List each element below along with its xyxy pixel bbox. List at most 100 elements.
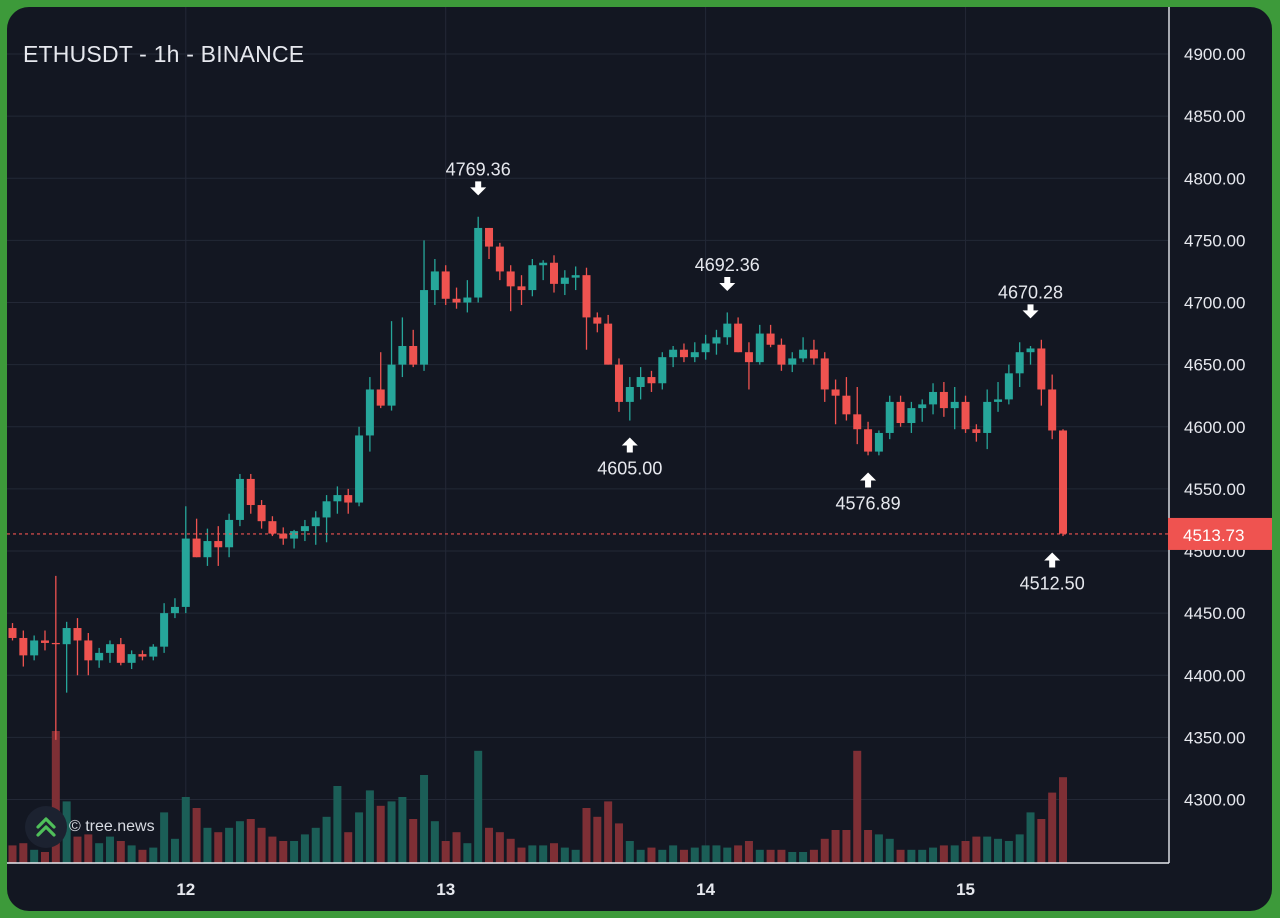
volume-bar	[712, 845, 721, 863]
candle-up	[322, 501, 331, 518]
candle-down	[409, 345, 418, 365]
volume-bar	[203, 827, 212, 863]
volume-bar	[994, 838, 1003, 863]
volume-bar	[62, 801, 71, 863]
candle-down	[246, 478, 255, 506]
volume-bar	[777, 849, 786, 863]
low-arrow-icon	[621, 437, 638, 453]
volume-bar	[452, 832, 461, 863]
volume-bar	[192, 808, 201, 863]
candle-up	[420, 290, 429, 365]
price-annotations: 4769.36 4605.00 4692.36 4576.89 4670.28 4512.…	[7, 159, 1168, 593]
volume-bar	[679, 849, 688, 863]
candle-down	[896, 401, 905, 424]
candle-down	[19, 637, 28, 656]
volume-bar	[853, 750, 862, 863]
candle-up	[235, 478, 244, 520]
candle-up	[170, 606, 179, 614]
volume-bar	[181, 797, 190, 863]
candle-down	[614, 364, 623, 402]
volume-bar	[788, 852, 797, 863]
candle-up	[799, 349, 808, 359]
candle-up	[571, 275, 580, 278]
candle-up	[929, 391, 938, 405]
candle-up	[430, 271, 439, 291]
candle-up	[387, 364, 396, 406]
volume-bar	[398, 797, 407, 863]
candle-up	[983, 401, 992, 433]
price-tick-label: 4750.00	[1184, 231, 1245, 250]
candle-up	[723, 323, 732, 338]
candle-up	[755, 333, 764, 363]
volume-bar	[517, 847, 526, 863]
time-axis[interactable]: 12 13 14 15	[7, 862, 1169, 899]
candle-down	[1048, 389, 1057, 431]
volume-bar	[896, 849, 905, 863]
candle-up	[95, 652, 104, 661]
volume-bar	[539, 845, 548, 863]
candle-down	[593, 317, 602, 324]
volume-bar	[51, 731, 60, 863]
time-tick-label: 15	[956, 880, 975, 899]
volume-bar	[1037, 819, 1046, 863]
volume-bar	[625, 841, 634, 863]
volume-bar	[604, 801, 613, 863]
volume-bar	[560, 847, 569, 863]
volume-bar	[593, 816, 602, 863]
candle-up	[669, 349, 678, 358]
high-price-label: 4769.36	[446, 159, 511, 179]
chart-panel: 4769.36 4605.00 4692.36 4576.89 4670.28 4512.…	[7, 7, 1272, 911]
candle-up	[625, 386, 634, 402]
candle-up	[290, 531, 299, 539]
price-axis[interactable]: 4300.004350.004400.004450.004500.004550.…	[1168, 7, 1272, 863]
candle-down	[604, 323, 613, 365]
volume-bar	[1015, 834, 1024, 863]
volume-bar	[138, 849, 147, 863]
candle-up	[160, 613, 169, 647]
candle-up	[539, 262, 548, 266]
volume-bar	[885, 838, 894, 863]
volume-bar	[950, 845, 959, 863]
volume-bar	[95, 843, 104, 863]
price-tick-label: 4600.00	[1184, 418, 1245, 437]
candlestick-chart[interactable]: 4769.36 4605.00 4692.36 4576.89 4670.28 4512.…	[7, 7, 1272, 911]
volume-bar	[40, 852, 49, 863]
candle-down	[51, 642, 60, 645]
volume-bar	[463, 843, 472, 863]
volume-bar	[647, 847, 656, 863]
volume-bar	[311, 827, 320, 863]
volume-bar	[766, 849, 775, 863]
candle-down	[1037, 348, 1046, 390]
candle-down	[344, 495, 353, 503]
volume-bar	[842, 830, 851, 863]
volume-bar	[582, 808, 591, 863]
volume-bar	[235, 821, 244, 863]
candle-down	[376, 389, 385, 406]
candle-down	[452, 298, 461, 303]
candle-down	[192, 538, 201, 558]
candle-down	[441, 271, 450, 299]
volume-bar	[820, 838, 829, 863]
candle-up	[885, 401, 894, 433]
candle-down	[40, 640, 49, 643]
volume-bar	[344, 832, 353, 863]
volume-bar	[799, 852, 808, 863]
volume-bar	[149, 847, 158, 863]
time-tick-label: 13	[436, 880, 455, 899]
low-price-label: 4605.00	[597, 459, 662, 479]
candle-down	[8, 628, 17, 638]
volume-bar	[864, 830, 873, 863]
price-tick-label: 4700.00	[1184, 294, 1245, 313]
volume-bar	[214, 832, 223, 863]
candle-up	[1026, 348, 1035, 353]
volume-bar	[831, 830, 840, 863]
low-arrow-icon	[860, 472, 877, 488]
volume-bar	[961, 841, 970, 863]
candle-up	[474, 227, 483, 298]
volume-bar	[387, 801, 396, 863]
candle-down	[279, 533, 288, 539]
volume-bar	[550, 843, 558, 863]
last-price-label: 4513.73	[1183, 526, 1244, 545]
candle-down	[116, 644, 125, 663]
volume-bar	[8, 845, 17, 863]
